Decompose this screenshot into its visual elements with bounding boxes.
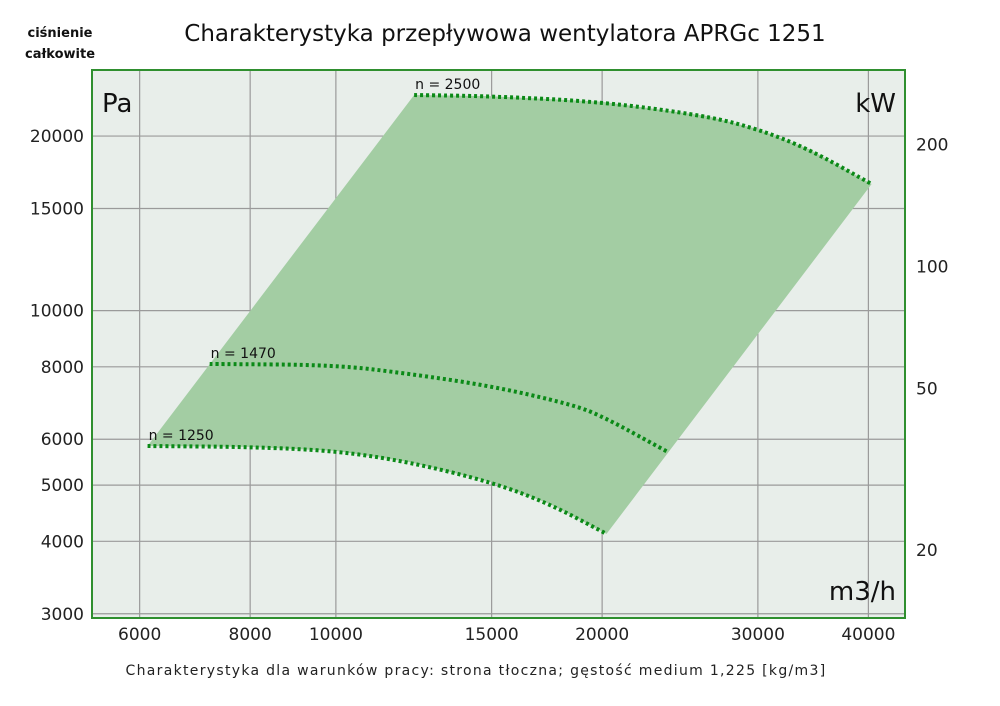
y-tick-label: 4000 [41, 532, 84, 552]
y-axis-label-line1: ciśnienie [28, 26, 93, 41]
curve-label: n = 1470 [211, 346, 276, 362]
speed-curve-1250 [147, 444, 608, 536]
x-axis: 6000 8000 10000 15000 20000 30000 40000 [118, 625, 895, 645]
y2-unit-label: kW [855, 89, 896, 119]
curve-label: n = 2500 [415, 77, 480, 93]
x-tick-label: 10000 [309, 625, 363, 645]
footnote: Charakterystyka dla warunków pracy: stro… [126, 663, 827, 679]
y2-tick-label: 20 [916, 541, 938, 561]
chart-title: Charakterystyka przepływowa wentylatora … [184, 21, 825, 47]
y2-tick-label: 50 [916, 380, 938, 400]
plot-frame [91, 69, 906, 619]
x-tick-label: 6000 [118, 625, 161, 645]
y-tick-label: 8000 [41, 358, 84, 378]
x-tick-label: 40000 [841, 625, 895, 645]
x-tick-label: 30000 [731, 625, 785, 645]
y-tick-label: 3000 [41, 605, 84, 625]
operating-area [147, 95, 872, 534]
y2-tick-label: 200 [916, 135, 948, 155]
curves: n = 2500 n = 1470 n = 1250 [147, 77, 873, 536]
y-axis: 3000 4000 5000 6000 8000 10000 15000 20000 [30, 127, 84, 625]
x-tick-label: 15000 [465, 625, 519, 645]
x-unit-label: m3/h [829, 577, 896, 607]
y-tick-label: 15000 [30, 200, 84, 220]
x-tick-label: 8000 [229, 625, 272, 645]
y-tick-label: 10000 [30, 302, 84, 322]
y-tick-label: 6000 [41, 430, 84, 450]
speed-curve-1470 [209, 361, 669, 454]
curve-label: n = 1250 [149, 428, 214, 444]
x-tick-label: 20000 [575, 625, 629, 645]
y-unit-label: Pa [102, 89, 132, 119]
y2-tick-label: 100 [916, 257, 948, 277]
y-tick-label: 20000 [30, 127, 84, 147]
y2-axis: 20 50 100 200 [916, 135, 948, 561]
y-axis-label-line2: całkowite [25, 47, 95, 62]
y-tick-label: 5000 [41, 476, 84, 496]
speed-curve-2500 [414, 93, 873, 186]
